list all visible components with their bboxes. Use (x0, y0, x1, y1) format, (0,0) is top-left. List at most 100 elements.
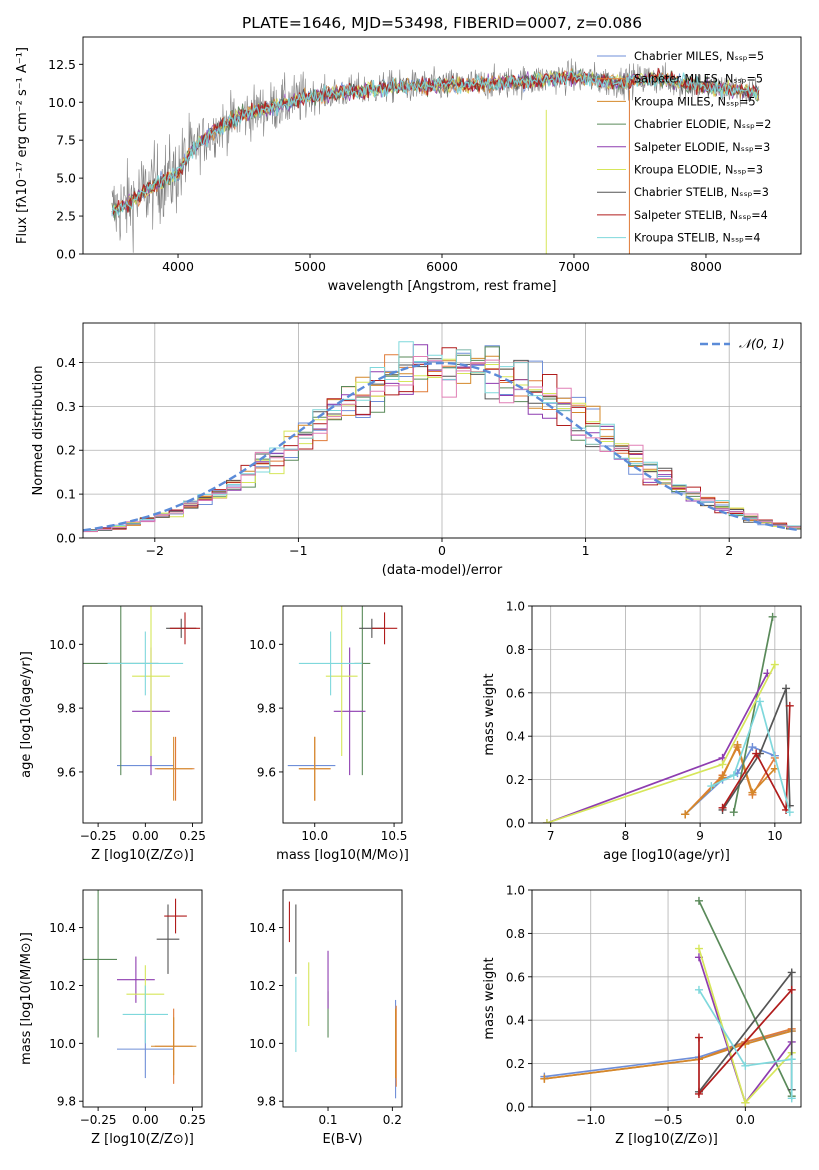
weight-marker (785, 701, 794, 710)
y-tick-label: 9.8 (257, 702, 276, 716)
y-tick-label: 10.4 (49, 921, 76, 935)
x-tick-label: 10 (767, 829, 782, 843)
x-axis-label: Z [log10(Z/Z⊙)] (615, 1132, 718, 1147)
weight-marker (542, 819, 551, 823)
panel-mass-vs-EBV: 0.1 0.2 9.8 10.0 10.2 10.4 E(B-V) (249, 889, 403, 1147)
y-tick-label: 0.1 (56, 487, 76, 502)
x-tick-label: 1 (582, 543, 590, 558)
x-tick-label: 0.00 (132, 1113, 159, 1127)
y-tick-label: 10.2 (49, 979, 76, 993)
y-tick-label: 0.6 (506, 970, 525, 984)
weight-series-line (544, 1030, 792, 1078)
y-tick-label: 0.0 (56, 247, 76, 262)
y-tick-label: 0.4 (56, 355, 76, 370)
y-tick-label: 9.6 (57, 765, 76, 779)
weight-series-line (546, 664, 776, 823)
y-axis-label: Normed distribution (31, 366, 46, 496)
x-tick-label: 0.25 (179, 829, 206, 843)
legend-entry: Salpeter ELODIE, Nₛₛₚ=3 (634, 141, 770, 154)
weight-marker (729, 771, 738, 780)
weight-series-line (698, 989, 793, 1099)
plot-area (83, 341, 801, 533)
weight-series-line (546, 672, 769, 823)
y-tick-label: 0.8 (506, 927, 525, 941)
x-tick-label: −1.0 (576, 1113, 605, 1127)
y-tick-label: 9.8 (57, 702, 76, 716)
weight-marker (755, 697, 764, 706)
x-axis-label: Z [log10(Z/Z⊙)] (91, 848, 194, 863)
y-tick-label: 5.0 (56, 171, 76, 186)
x-tick-label: 9 (696, 829, 704, 843)
plot-area (540, 896, 796, 1107)
histogram-step-line (83, 356, 801, 533)
weight-marker (718, 803, 727, 812)
weight-marker (729, 808, 738, 817)
weight-marker (741, 1061, 750, 1070)
legend-entry: Salpeter STELIB, Nₛₛₚ=4 (634, 209, 768, 222)
panel-age-vs-Z: −0.25 0.00 0.25 9.6 9.8 10.0 Z [log10(Z/Z⊙)] ag… (19, 605, 206, 863)
x-axis-label: (data-model)/error (382, 563, 503, 578)
y-tick-label: 7.5 (56, 133, 76, 148)
y-tick-label: 0.2 (506, 1057, 525, 1071)
x-tick-label: 10.0 (301, 829, 328, 843)
y-axis-label: mass [log10(M/M⊙)] (19, 932, 34, 1065)
plot-area (288, 901, 397, 1099)
y-tick-label: 10.0 (249, 1037, 276, 1051)
x-tick-label: −1 (289, 543, 307, 558)
plot-layer: 4000 5000 6000 7000 80000.02.55.07.510.012.5… (15, 36, 802, 1147)
x-tick-label: 6000 (426, 259, 458, 274)
legend-entry: Salpeter MILES, Nₛₛₚ=5 (634, 73, 763, 86)
legend-entry: Chabrier STELIB, Nₛₛₚ=3 (634, 186, 769, 199)
y-tick-label: 10.0 (249, 638, 276, 652)
legend-entry: Kroupa ELODIE, Nₛₛₚ=3 (634, 164, 763, 177)
legend-entry: 𝒩(0, 1) (739, 336, 785, 351)
plot-area (83, 890, 197, 1084)
y-tick-label: 2.5 (56, 209, 76, 224)
axes-frame (282, 605, 403, 824)
axes-frame (282, 889, 403, 1108)
panel-weight-vs-Z: −1.0 −0.5 0.0 0.0 0.2 0.4 0.6 0.8 1.0 Z [log10(Z/… (482, 884, 802, 1147)
weight-marker (752, 749, 761, 758)
plot-area (542, 612, 794, 823)
y-tick-label: 0.0 (506, 817, 525, 831)
x-tick-label: 4000 (162, 259, 194, 274)
plot-area (111, 58, 760, 254)
y-tick-label: 0.8 (506, 643, 525, 657)
x-axis-label: E(B-V) (322, 1132, 362, 1147)
y-axis-label: age [log10(age/yr)] (19, 651, 34, 778)
weight-marker (694, 896, 703, 905)
legend-entry: Kroupa MILES, Nₛₛₚ=5 (634, 95, 756, 108)
x-tick-label: 5000 (294, 259, 326, 274)
weight-marker (748, 788, 757, 797)
x-tick-label: 2 (725, 543, 733, 558)
y-tick-label: 12.5 (48, 57, 76, 72)
panel-spectrum: 4000 5000 6000 7000 8000 0.0 2.5 5.0 7.5 10.0 12.5… (15, 36, 802, 294)
weight-series-line (544, 1030, 792, 1080)
x-axis-label: Z [log10(Z/Z⊙)] (91, 1132, 194, 1147)
weight-marker (694, 1089, 703, 1098)
y-tick-label: 10.0 (49, 638, 76, 652)
x-tick-label: −0.25 (80, 829, 117, 843)
weight-marker (748, 743, 757, 752)
axes-frame (531, 889, 802, 1108)
x-tick-label: 0.00 (132, 829, 159, 843)
weight-series-line (710, 698, 791, 813)
weight-marker (694, 1033, 703, 1042)
y-tick-label: 1.0 (506, 884, 525, 898)
plot-area (287, 606, 398, 801)
weight-marker (707, 782, 716, 791)
y-tick-label: 9.8 (257, 1095, 276, 1109)
weight-marker (770, 660, 779, 669)
y-tick-label: 9.6 (257, 765, 276, 779)
weight-marker (733, 740, 742, 749)
legend-entry: Chabrier MILES, Nₛₛₚ=5 (634, 50, 764, 63)
x-axis-label: age [log10(age/yr)] (603, 848, 730, 863)
x-tick-label: 8 (622, 829, 630, 843)
weight-series-line (698, 900, 793, 1097)
weight-marker (718, 760, 727, 769)
x-tick-label: 7000 (558, 259, 590, 274)
y-tick-label: 0.2 (506, 773, 525, 787)
x-tick-label: 10.5 (381, 829, 408, 843)
x-tick-label: 0.1 (318, 1113, 337, 1127)
